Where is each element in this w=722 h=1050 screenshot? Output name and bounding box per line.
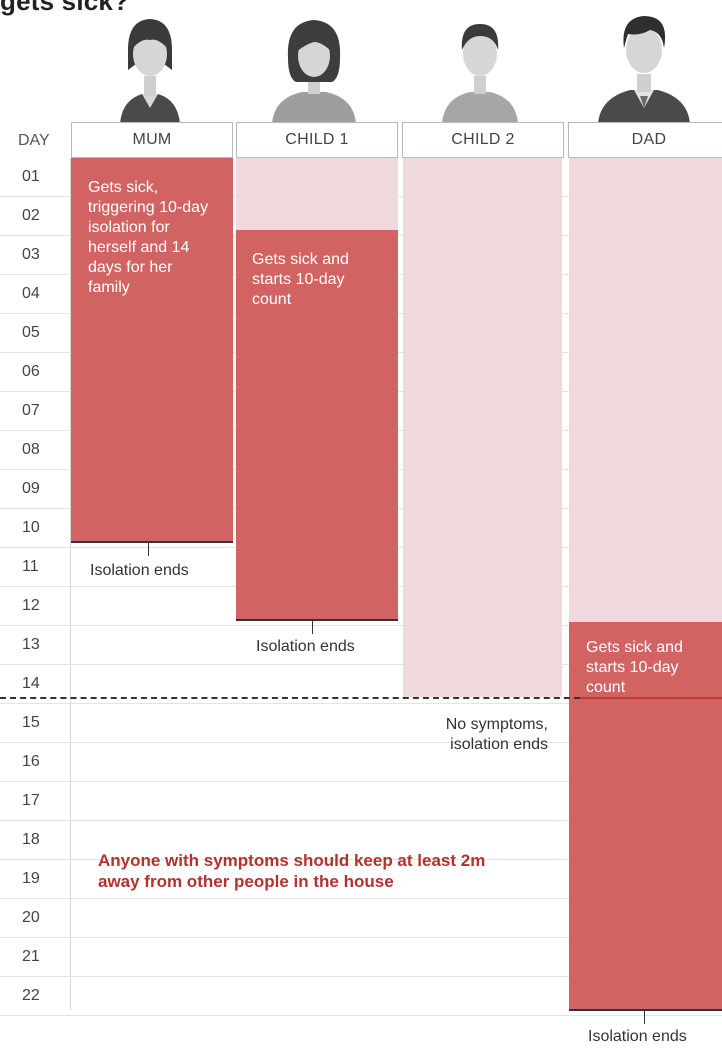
day-number: 03 <box>22 246 40 263</box>
family-isolation-end-dashed-line <box>0 697 580 699</box>
day-row <box>0 977 722 1016</box>
mum-sick-text: Gets sick, triggering 10-day isolation f… <box>88 179 209 296</box>
mum-isolation-ends-label: Isolation ends <box>90 562 189 579</box>
day-number: 01 <box>22 168 40 185</box>
child-1-isolation-end-tick <box>312 620 313 634</box>
day-number: 07 <box>22 402 40 419</box>
mum-isolation-end-line <box>71 541 233 543</box>
day-number: 17 <box>22 792 40 809</box>
day-number: 04 <box>22 285 40 302</box>
child-2-isolation-bar <box>403 158 562 697</box>
day-number: 02 <box>22 207 40 224</box>
day-number: 13 <box>22 636 40 653</box>
child-1-isolation-ends-label: Isolation ends <box>256 638 355 655</box>
child-1-isolation-bar <box>236 158 398 230</box>
family-isolation-end-red-line <box>580 697 722 699</box>
day-row <box>0 860 722 899</box>
day-row <box>0 899 722 938</box>
dad-sick-bar <box>569 622 722 1010</box>
child-1-sick-text: Gets sick and starts 10-day count <box>252 251 349 308</box>
day-number: 20 <box>22 909 40 926</box>
day-row <box>0 665 722 704</box>
day-number: 22 <box>22 987 40 1004</box>
mum-isolation-end-tick <box>148 542 149 556</box>
column-header-child-2: CHILD 2 <box>402 122 564 158</box>
man-icon <box>594 4 694 124</box>
dad-sick-text: Gets sick and starts 10-day count <box>586 639 683 696</box>
day-number: 18 <box>22 831 40 848</box>
day-number: 05 <box>22 324 40 341</box>
day-column-header: DAY <box>18 132 50 149</box>
day-row <box>0 743 722 782</box>
girl-icon <box>264 4 364 124</box>
column-header-mum: MUM <box>71 122 233 158</box>
day-number: 21 <box>22 948 40 965</box>
day-row <box>0 704 722 743</box>
child-1-isolation-end-line <box>236 619 398 621</box>
day-number: 09 <box>22 480 40 497</box>
day-row <box>0 938 722 977</box>
day-row <box>0 587 722 626</box>
day-number: 16 <box>22 753 40 770</box>
dad-isolation-bar <box>569 158 722 622</box>
chart-title: gets sick? <box>0 0 130 16</box>
column-header-dad: DAD <box>568 122 722 158</box>
day-number: 15 <box>22 714 40 731</box>
day-number: 11 <box>22 558 39 575</box>
day-number: 10 <box>22 519 40 536</box>
dad-isolation-ends-label: Isolation ends <box>588 1028 687 1045</box>
day-number: 12 <box>22 597 40 614</box>
woman-icon <box>100 4 200 124</box>
day-number: 14 <box>22 675 40 692</box>
day-number: 19 <box>22 870 40 887</box>
day-number: 06 <box>22 363 40 380</box>
day-row <box>0 782 722 821</box>
day-number: 08 <box>22 441 40 458</box>
advice-text: Anyone with symptoms should keep at leas… <box>98 851 486 891</box>
child-2-no-symptoms-label: No symptoms, isolation ends <box>445 716 548 753</box>
column-header-child-1: CHILD 1 <box>236 122 398 158</box>
day-row <box>0 821 722 860</box>
day-axis-line <box>70 158 71 1010</box>
day-row <box>0 626 722 665</box>
dad-isolation-end-line <box>569 1009 722 1011</box>
child-1-sick-bar <box>236 230 398 620</box>
mum-sick-bar <box>71 158 233 542</box>
dad-isolation-end-tick <box>644 1010 645 1024</box>
boy-icon <box>430 4 530 124</box>
